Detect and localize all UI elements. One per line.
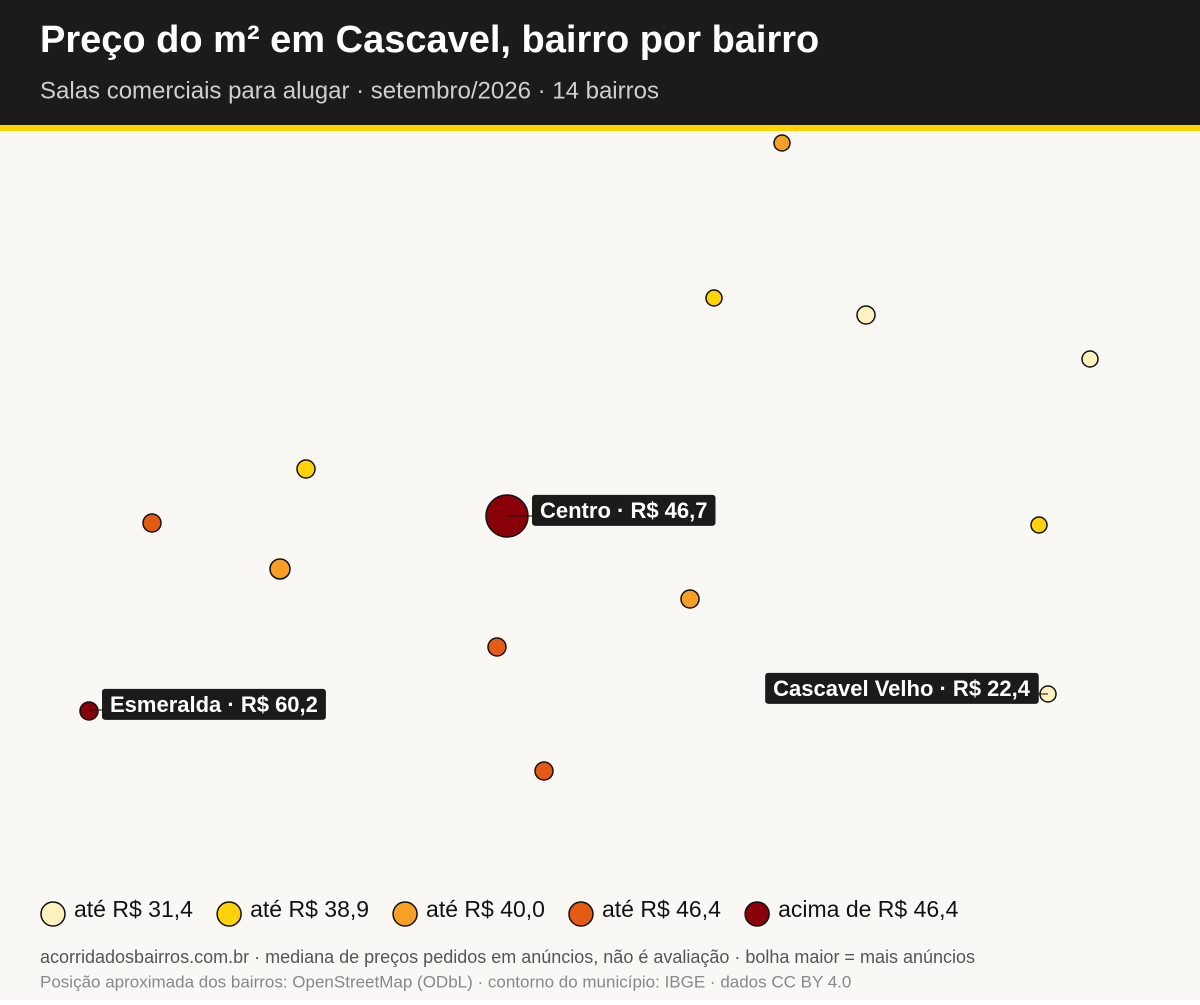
callout: Centro · R$ 46,7: [507, 494, 716, 526]
callout-label: Cascavel Velho · R$ 22,4: [773, 676, 1031, 701]
header-stripe: [0, 125, 1200, 131]
bubble: [856, 305, 876, 325]
bubbles: Centro · R$ 46,7 Esmeralda · R$ 60,2 Casca…: [79, 134, 1099, 781]
callout: Cascavel Velho · R$ 22,4: [765, 672, 1048, 704]
bubble: [705, 289, 723, 307]
bubble: [534, 761, 554, 781]
callout: Esmeralda · R$ 60,2: [89, 688, 326, 720]
bubble: [487, 637, 507, 657]
bubble: [142, 513, 162, 533]
bubble: [79, 701, 99, 721]
callout-label: Centro · R$ 46,7: [540, 498, 708, 523]
legend-swatch: [568, 901, 594, 927]
legend-swatch: [744, 901, 770, 927]
title: Preço do m² em Cascavel, bairro por bair…: [40, 19, 819, 61]
bubble: [1081, 350, 1099, 368]
footer-credits: Posição aproximada dos bairros: OpenStre…: [40, 972, 851, 991]
legend-label: até R$ 46,4: [602, 896, 721, 922]
bubble: [269, 558, 291, 580]
legend-label: até R$ 38,9: [250, 896, 369, 922]
callout-bg: [532, 494, 716, 526]
footer-source: acorridadosbairros.com.br · mediana de p…: [40, 947, 975, 967]
legend: até R$ 31,4 até R$ 38,9 até R$ 40,0 até R$ …: [40, 896, 959, 927]
legend-swatch: [392, 901, 418, 927]
legend-label: acima de R$ 46,4: [778, 896, 958, 922]
legend-label: até R$ 31,4: [74, 896, 193, 922]
subtitle: Salas comerciais para alugar · setembro/…: [40, 77, 659, 104]
callout-label: Esmeralda · R$ 60,2: [110, 692, 318, 717]
callout-bg: [102, 688, 326, 720]
bubble: [680, 589, 700, 609]
bubble: [773, 134, 791, 152]
legend-swatch: [40, 901, 66, 927]
bubble: [1030, 516, 1048, 534]
callout-bg: [765, 672, 1039, 704]
bubble: [296, 459, 316, 479]
header-bg: [0, 0, 1200, 125]
legend-label: até R$ 40,0: [426, 896, 545, 922]
legend-swatch: [216, 901, 242, 927]
